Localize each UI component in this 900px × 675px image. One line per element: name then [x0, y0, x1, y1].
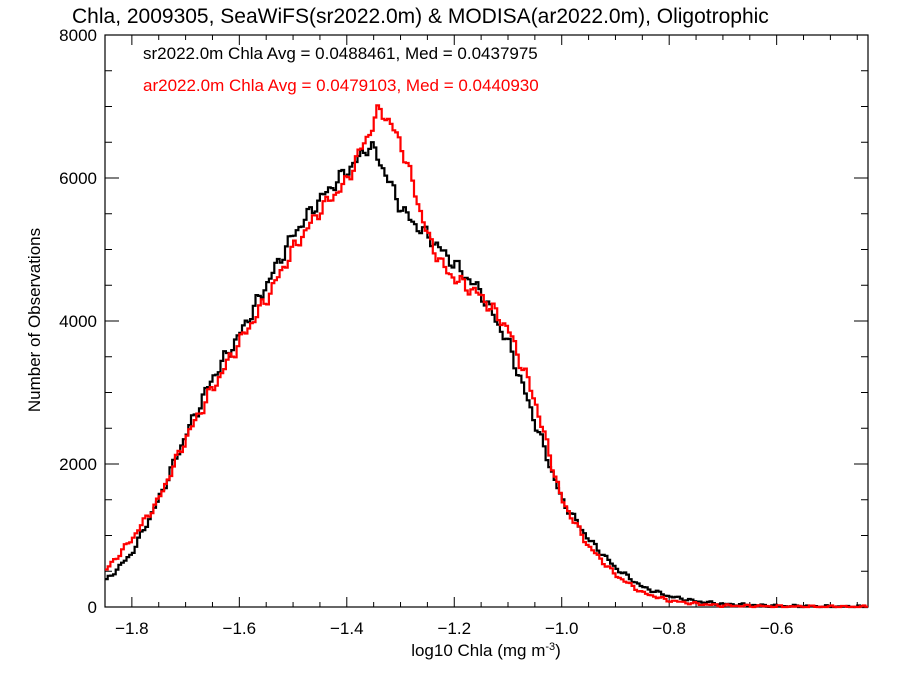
x-axis-label-close: )	[555, 641, 561, 660]
x-tick-label: −1.0	[545, 619, 579, 638]
x-tick-label: −1.4	[330, 619, 364, 638]
x-tick-label: −1.8	[115, 619, 149, 638]
y-tick-label: 6000	[59, 169, 97, 188]
plot-border	[104, 34, 869, 608]
x-tick-label: −0.8	[652, 619, 686, 638]
x-axis-label-text: log10 Chla (mg m	[411, 641, 545, 660]
y-axis-label: Number of Observations	[25, 228, 44, 412]
x-tick-label: −0.6	[760, 619, 794, 638]
x-tick-label: −1.6	[223, 619, 257, 638]
chart-title: Chla, 2009305, SeaWiFS(sr2022.0m) & MODI…	[72, 5, 769, 28]
y-tick-label: 0	[88, 598, 97, 617]
plot-frame	[104, 34, 869, 608]
annotation-ar2022: ar2022.0m Chla Avg = 0.0479103, Med = 0.…	[143, 76, 539, 95]
x-axis: −1.8 −1.6 −1.4 −1.2 −1.0 −0.8 −0.6	[104, 35, 858, 638]
y-tick-label: 8000	[59, 26, 97, 45]
y-axis: 0 2000 4000 6000 8000	[59, 26, 868, 617]
x-axis-label: log10 Chla (mg m-3)	[411, 641, 561, 660]
x-tick-label: −1.2	[437, 619, 471, 638]
y-tick-label: 4000	[59, 312, 97, 331]
series-layer	[105, 104, 868, 609]
x-axis-label-superscript: -3	[545, 641, 555, 653]
series-line-ar2022.0m	[105, 104, 868, 609]
y-tick-label: 2000	[59, 455, 97, 474]
annotation-sr2022: sr2022.0m Chla Avg = 0.0488461, Med = 0.…	[143, 44, 538, 63]
